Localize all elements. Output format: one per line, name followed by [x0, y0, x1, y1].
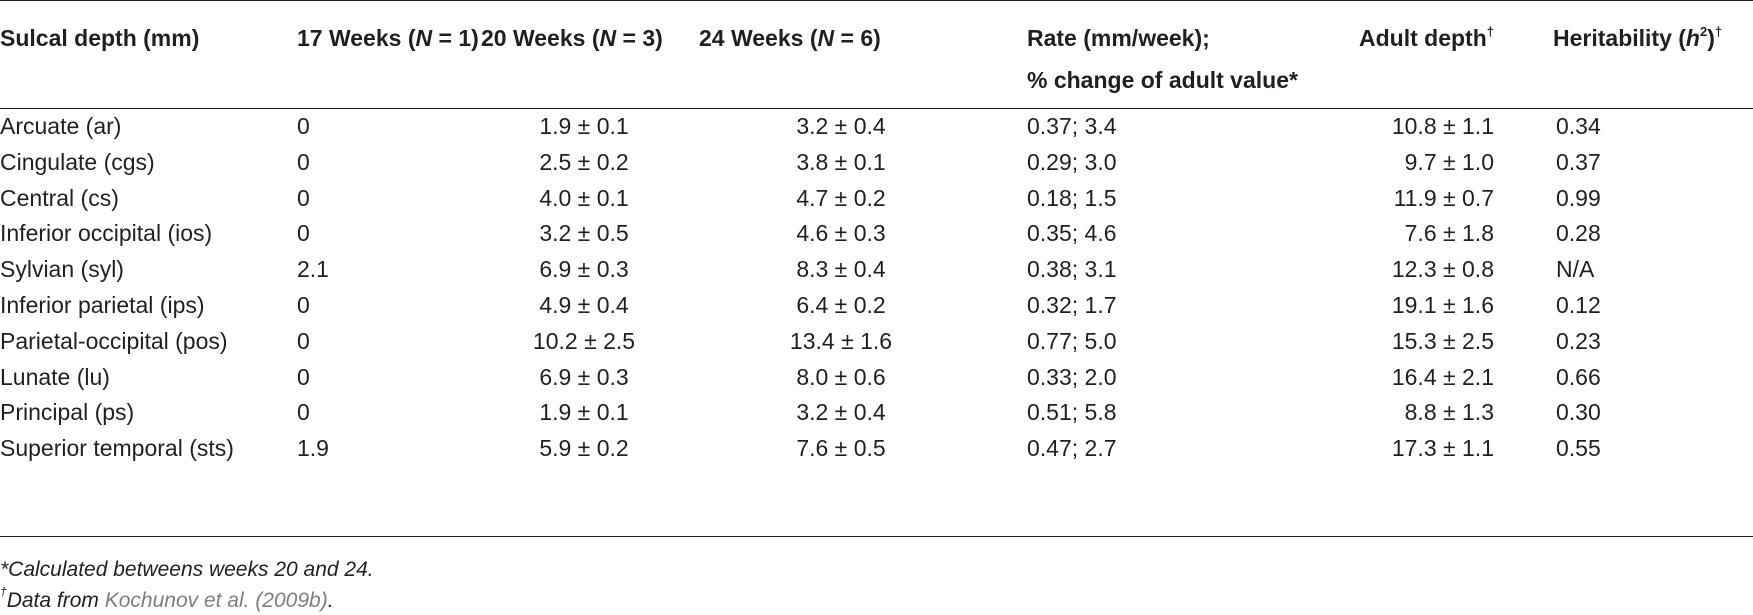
row-name: Sylvian (syl)	[0, 256, 124, 282]
cell-rate: 0.35; 4.6	[1027, 220, 1117, 246]
cell-17-weeks: 0	[297, 185, 310, 211]
cell-adult-depth: 11.9 ± 0.7	[1393, 185, 1494, 211]
cell-24-weeks: 4.7 ± 0.2	[796, 185, 886, 211]
cell-20-weeks: 1.9 ± 0.1	[539, 399, 629, 425]
cell-heritability: 0.37	[1556, 149, 1601, 175]
cell-adult-depth: 9.7 ± 1.0	[1404, 149, 1494, 175]
cell-24-weeks: 3.2 ± 0.4	[796, 113, 886, 139]
cell-20-weeks: 4.9 ± 0.4	[539, 292, 629, 318]
cell-20-weeks: 4.0 ± 0.1	[539, 185, 629, 211]
cell-20-weeks: 5.9 ± 0.2	[539, 435, 629, 461]
cell-20-weeks: 1.9 ± 0.1	[539, 113, 629, 139]
row-name: Principal (ps)	[0, 399, 135, 425]
header-20-weeks: 20 Weeks (N = 3)	[481, 25, 663, 51]
footnote-data-source: †Data from Kochunov et al. (2009b).	[0, 585, 334, 612]
cell-heritability: 0.30	[1556, 399, 1601, 425]
cell-20-weeks: 10.2 ± 2.5	[532, 328, 636, 354]
cell-adult-depth: 10.8 ± 1.1	[1391, 113, 1494, 139]
cell-adult-depth: 7.6 ± 1.8	[1404, 220, 1494, 246]
cell-adult-depth: 15.3 ± 2.5	[1391, 328, 1494, 354]
cell-20-weeks: 6.9 ± 0.3	[539, 256, 629, 282]
cell-17-weeks: 0	[297, 364, 310, 390]
row-name: Arcuate (ar)	[0, 113, 122, 139]
table-top-rule	[0, 0, 1753, 1]
row-name: Lunate (lu)	[0, 364, 110, 390]
cell-rate: 0.47; 2.7	[1027, 435, 1117, 461]
cell-heritability: 0.28	[1556, 220, 1601, 246]
cell-24-weeks: 4.6 ± 0.3	[796, 220, 886, 246]
header-24-weeks: 24 Weeks (N = 6)	[699, 25, 881, 51]
header-heritability: Heritability (h2)†	[1553, 24, 1723, 51]
cell-rate: 0.51; 5.8	[1027, 399, 1117, 425]
cell-17-weeks: 1.9	[297, 435, 329, 461]
row-name: Inferior parietal (ips)	[0, 292, 205, 318]
cell-20-weeks: 6.9 ± 0.3	[539, 364, 629, 390]
header-rate: Rate (mm/week);% change of adult value*	[1027, 25, 1298, 93]
row-name: Superior temporal (sts)	[0, 435, 234, 461]
header-adult-depth: Adult depth†	[1359, 24, 1494, 51]
header-bottom-rule	[0, 108, 1753, 109]
cell-17-weeks: 0	[297, 220, 310, 246]
cell-rate: 0.29; 3.0	[1027, 149, 1117, 175]
cell-rate: 0.37; 3.4	[1027, 113, 1117, 139]
cell-17-weeks: 0	[297, 292, 310, 318]
cell-24-weeks: 7.6 ± 0.5	[796, 435, 886, 461]
cell-rate: 0.18; 1.5	[1027, 185, 1117, 211]
cell-heritability: 0.55	[1556, 435, 1601, 461]
footnote-calculated: *Calculated betweens weeks 20 and 24.	[0, 558, 374, 581]
cell-adult-depth: 17.3 ± 1.1	[1391, 435, 1494, 461]
cell-17-weeks: 0	[297, 399, 310, 425]
table-bottom-rule	[0, 536, 1753, 537]
row-name: Parietal-occipital (pos)	[0, 328, 228, 354]
row-name: Inferior occipital (ios)	[0, 220, 213, 246]
cell-24-weeks: 3.2 ± 0.4	[796, 399, 886, 425]
cell-heritability: N/A	[1556, 256, 1595, 282]
cell-heritability: 0.12	[1556, 292, 1601, 318]
cell-adult-depth: 19.1 ± 1.6	[1391, 292, 1494, 318]
cell-rate: 0.77; 5.0	[1027, 328, 1117, 354]
cell-24-weeks: 8.0 ± 0.6	[796, 364, 886, 390]
cell-rate: 0.38; 3.1	[1027, 256, 1117, 282]
header-17-weeks: 17 Weeks (N = 1)	[297, 25, 479, 51]
cell-24-weeks: 13.4 ± 1.6	[789, 328, 893, 354]
header-sulcal-depth: Sulcal depth (mm)	[0, 25, 200, 51]
cell-rate: 0.33; 2.0	[1027, 364, 1117, 390]
cell-17-weeks: 2.1	[297, 256, 329, 282]
cell-17-weeks: 0	[297, 113, 310, 139]
cell-24-weeks: 6.4 ± 0.2	[796, 292, 886, 318]
cell-heritability: 0.23	[1556, 328, 1601, 354]
cell-24-weeks: 8.3 ± 0.4	[796, 256, 886, 282]
cell-rate: 0.32; 1.7	[1027, 292, 1117, 318]
row-name: Central (cs)	[0, 185, 119, 211]
cell-adult-depth: 8.8 ± 1.3	[1404, 399, 1494, 425]
kochunov-citation-link[interactable]: Kochunov et al. (2009b)	[104, 589, 328, 612]
cell-20-weeks: 2.5 ± 0.2	[539, 149, 629, 175]
row-name: Cingulate (cgs)	[0, 149, 155, 175]
cell-adult-depth: 12.3 ± 0.8	[1391, 256, 1494, 282]
cell-24-weeks: 3.8 ± 0.1	[796, 149, 886, 175]
cell-17-weeks: 0	[297, 149, 310, 175]
cell-heritability: 0.99	[1556, 185, 1601, 211]
cell-17-weeks: 0	[297, 328, 310, 354]
cell-heritability: 0.34	[1556, 113, 1601, 139]
cell-heritability: 0.66	[1556, 364, 1601, 390]
cell-20-weeks: 3.2 ± 0.5	[539, 220, 629, 246]
cell-adult-depth: 16.4 ± 2.1	[1391, 364, 1494, 390]
